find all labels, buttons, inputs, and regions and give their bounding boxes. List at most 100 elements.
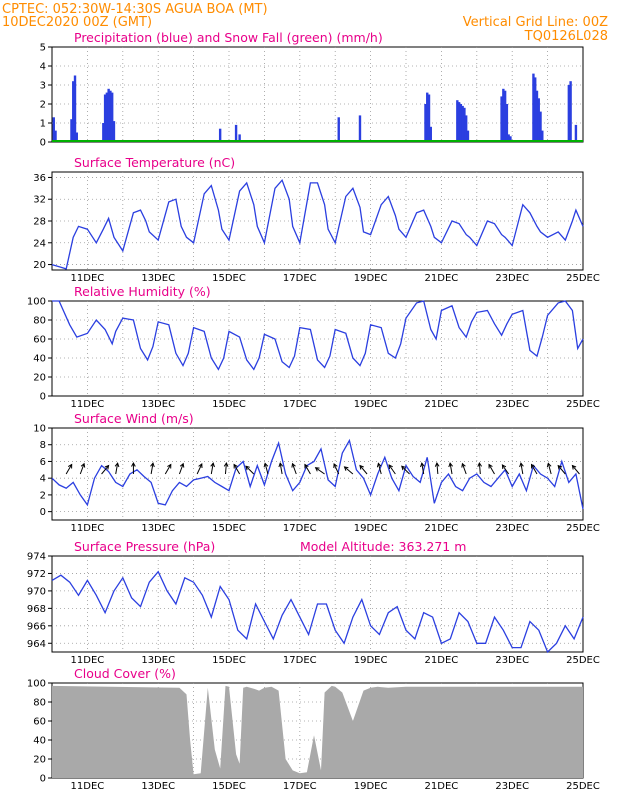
wind-arrow-shaft <box>501 464 510 475</box>
wind-arrow-head <box>434 461 440 467</box>
run-code: TQ0126L028 <box>524 29 608 44</box>
y-tick-label: 40 <box>33 354 46 365</box>
precip-bar <box>112 121 116 142</box>
y-tick-label: 970 <box>27 586 46 597</box>
precip-bar <box>461 105 464 142</box>
panels: 0 1 2 3 4 5 Precipitation (blue) and Snow Fall… <box>27 30 600 792</box>
panel-frame <box>51 427 584 521</box>
precip-bar <box>507 134 510 142</box>
wind-arrow <box>546 462 552 475</box>
x-date-label: 25DEC <box>566 399 600 410</box>
precip-bar <box>102 123 105 142</box>
wind-arrow-head <box>278 462 284 468</box>
y-tick-label: 40 <box>33 736 46 747</box>
precip-bar <box>464 115 468 142</box>
precip-bar <box>459 104 463 142</box>
panel-pressure: 964 966 968 970 972 974 Surface Pressure (hPa)… <box>27 539 600 666</box>
x-date-label: 21DEC <box>425 399 459 410</box>
panel-precip: 0 1 2 3 4 5 Precipitation (blue) and Snow Fall… <box>40 30 584 149</box>
precip-bar <box>238 134 241 142</box>
wind-arrow <box>210 462 215 475</box>
x-date-label: 19DEC <box>354 399 388 410</box>
precip-bar <box>537 98 540 142</box>
precip-bar <box>358 115 362 142</box>
precip-bar <box>52 117 55 142</box>
wind-arrow-shaft <box>547 463 552 475</box>
x-date-label: 21DEC <box>425 655 459 666</box>
wind-arrow-head <box>461 462 466 468</box>
panel-subtitle: Model Altitude: 363.271 m <box>300 539 466 554</box>
x-date-label: 17DEC <box>283 273 317 284</box>
y-tick-label: 1 <box>40 119 46 130</box>
x-date-label: 17DEC <box>283 655 317 666</box>
y-tick-label: 972 <box>27 569 46 580</box>
y-tick-label: 32 <box>33 195 46 206</box>
y-tick-label: 20 <box>33 373 46 384</box>
wind-arrow-head <box>131 461 136 467</box>
wind-arrow-shaft <box>245 465 255 475</box>
wind-arrow <box>434 461 440 475</box>
y-tick-label: 968 <box>27 604 46 615</box>
wind-line <box>51 438 584 510</box>
x-date-label: 11DEC <box>71 781 105 792</box>
wind-arrow <box>291 462 297 475</box>
wind-arrow-shaft <box>333 463 340 475</box>
precip-bar <box>502 88 505 142</box>
wind-arrow-head <box>304 463 309 469</box>
wind-arrow <box>519 462 524 475</box>
precip-bar <box>535 90 539 142</box>
wind-arrow-head <box>546 462 552 468</box>
x-date-label: 19DEC <box>354 655 388 666</box>
cloud-area <box>52 685 583 778</box>
y-tick-label: 20 <box>33 260 46 271</box>
wind-arrow-shaft <box>531 464 538 475</box>
precip-bar <box>500 96 503 142</box>
precip-bar <box>234 124 238 142</box>
y-tick-label: 974 <box>27 552 46 563</box>
wind-arrow-head <box>448 462 453 468</box>
wind-arrow-shaft <box>210 463 214 475</box>
precip-bar <box>456 100 459 142</box>
wind-arrow <box>488 463 495 475</box>
x-date-label: 13DEC <box>141 399 175 410</box>
wind-arrow-shaft <box>461 463 467 475</box>
y-tick-label: 6 <box>40 457 46 468</box>
wind-arrow-head <box>167 463 172 469</box>
precip-bar <box>541 130 544 142</box>
precip-bar <box>532 73 535 142</box>
wind-arrow-head <box>488 463 493 469</box>
precip-bar <box>567 85 571 142</box>
y-tick-label: 24 <box>33 238 46 249</box>
wind-arrow-head <box>179 462 185 468</box>
precip-bar <box>509 136 512 142</box>
wind-arrow-head <box>333 463 338 469</box>
wind-arrow <box>233 463 241 475</box>
x-date-label: 23DEC <box>495 523 529 534</box>
precip-bar <box>574 124 578 142</box>
wind-arrow-head <box>80 462 86 468</box>
panel-title: Surface Wind (m/s) <box>74 411 194 426</box>
wind-arrow-shaft <box>304 464 311 475</box>
precip-bar <box>70 119 73 142</box>
y-tick-label: 5 <box>40 43 46 54</box>
x-date-label: 13DEC <box>141 273 175 284</box>
y-tick-label: 0 <box>40 392 46 403</box>
precip-bar <box>505 104 509 142</box>
wind-arrow-shaft <box>196 463 203 475</box>
wind-arrow-shaft <box>359 465 368 475</box>
wind-arrow-shaft <box>344 466 354 475</box>
wind-arrow <box>477 461 483 475</box>
wind-arrow-shaft <box>557 465 566 475</box>
x-date-label: 17DEC <box>283 399 317 410</box>
wind-arrow <box>131 461 136 474</box>
y-tick-label: 100 <box>27 297 46 308</box>
wind-arrow <box>150 462 155 475</box>
wind-arrow-shaft <box>377 463 382 475</box>
precip-bar <box>503 90 507 142</box>
wind-arrow <box>314 467 325 475</box>
y-tick-label: 10 <box>33 424 46 435</box>
panel-title: Relative Humidity (%) <box>74 284 211 299</box>
wind-arrow-shaft <box>79 463 85 475</box>
wind-arrow <box>304 463 311 475</box>
